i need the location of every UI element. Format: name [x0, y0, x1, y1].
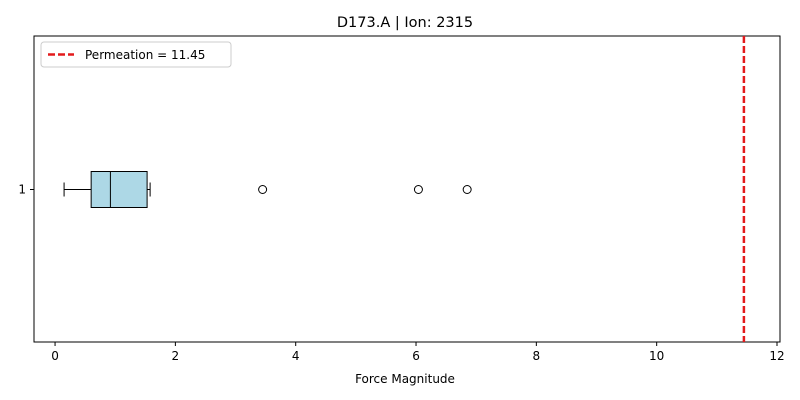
x-axis-label: Force Magnitude	[355, 372, 455, 386]
outlier-point	[258, 185, 268, 194]
outlier-point	[462, 185, 472, 194]
x-tick-label: 4	[292, 349, 300, 363]
x-tick-label: 2	[172, 349, 180, 363]
y-axis: 1	[18, 183, 34, 197]
chart-title: D173.A | Ion: 2315	[337, 15, 473, 31]
x-tick-label: 8	[533, 349, 541, 363]
box-iqr	[90, 171, 148, 208]
x-axis: 0 2 4 6 8 10 12	[51, 342, 785, 363]
y-tick-label: 1	[18, 183, 26, 197]
x-tick-label: 6	[412, 349, 420, 363]
boxplot-series	[63, 171, 472, 208]
x-tick-label: 0	[51, 349, 59, 363]
x-tick-label: 10	[649, 349, 664, 363]
legend: Permeation = 11.45	[40, 41, 232, 68]
outlier-point	[413, 185, 423, 194]
x-tick-label: 12	[769, 349, 784, 363]
legend-label: Permeation = 11.45	[85, 48, 205, 62]
legend-frame	[40, 41, 232, 68]
